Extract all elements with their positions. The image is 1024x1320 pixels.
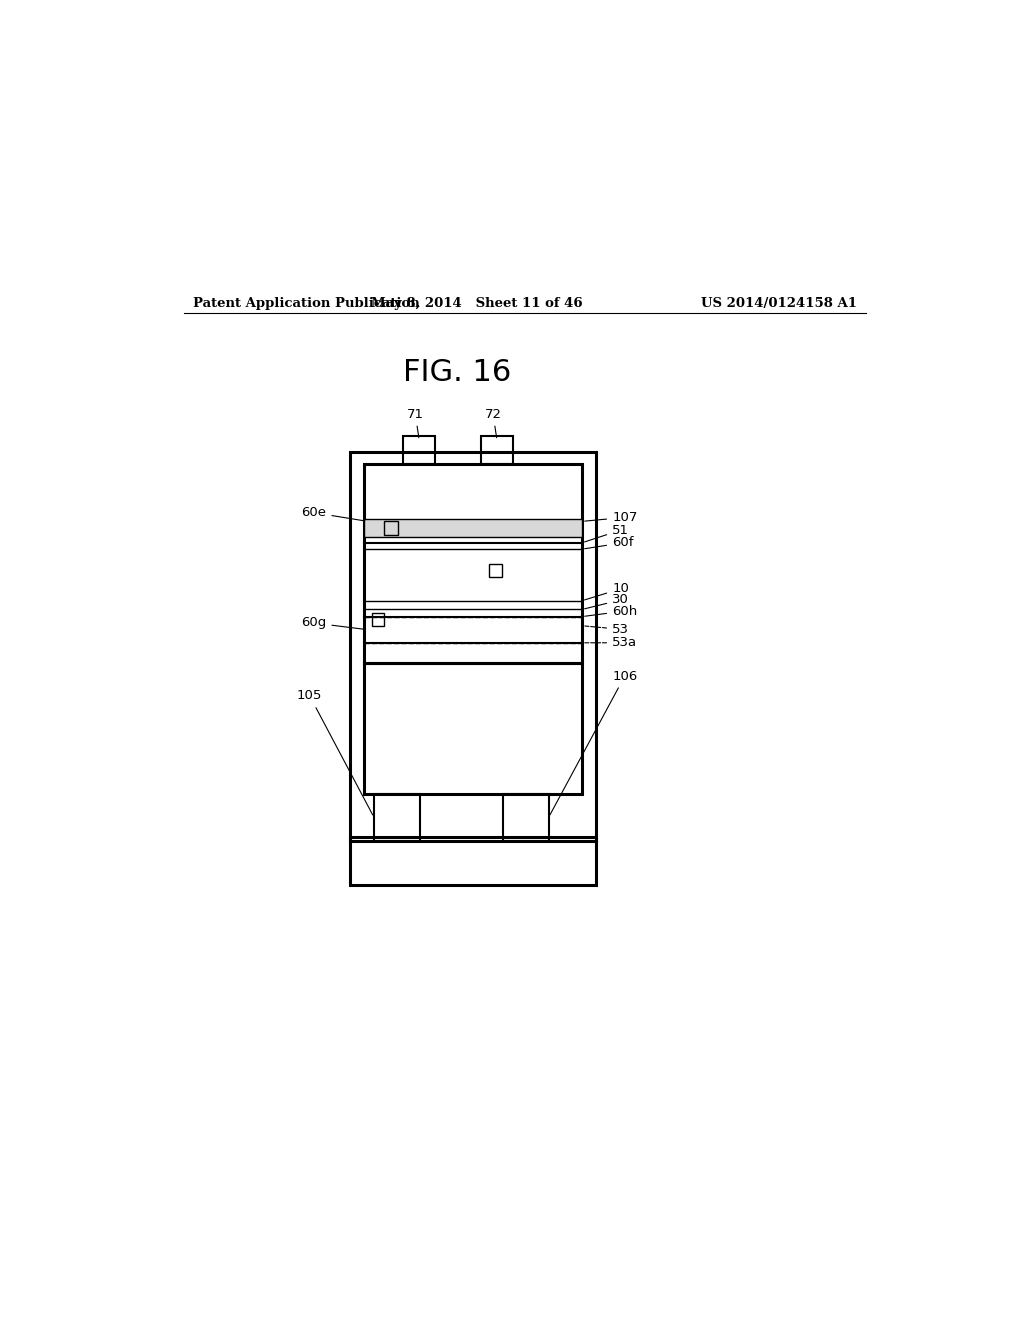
Text: 60e: 60e: [301, 506, 365, 521]
Text: 71: 71: [407, 408, 424, 438]
Text: 107: 107: [585, 511, 638, 524]
Text: 106: 106: [550, 669, 637, 814]
Text: 53a: 53a: [585, 636, 637, 649]
Text: 60f: 60f: [585, 536, 634, 549]
Bar: [374, 793, 420, 841]
Text: FIG. 16: FIG. 16: [403, 359, 511, 388]
Bar: [503, 793, 549, 841]
Text: 30: 30: [585, 594, 629, 609]
Text: US 2014/0124158 A1: US 2014/0124158 A1: [700, 297, 856, 310]
Bar: [350, 837, 596, 884]
Text: 60h: 60h: [585, 605, 637, 618]
Bar: [350, 453, 596, 841]
Text: 72: 72: [484, 408, 502, 438]
Bar: [481, 437, 513, 465]
Bar: [403, 437, 435, 465]
Bar: [364, 465, 582, 663]
Text: Patent Application Publication: Patent Application Publication: [194, 297, 420, 310]
Text: 51: 51: [585, 524, 629, 543]
Bar: [489, 564, 502, 577]
Text: 60g: 60g: [301, 616, 365, 630]
Text: 53: 53: [585, 623, 629, 636]
Bar: [364, 663, 582, 793]
Bar: [384, 520, 398, 535]
Text: 10: 10: [585, 582, 629, 599]
Text: May 8, 2014   Sheet 11 of 46: May 8, 2014 Sheet 11 of 46: [372, 297, 583, 310]
Text: 105: 105: [297, 689, 373, 814]
Bar: [364, 519, 582, 537]
Bar: [372, 614, 384, 626]
Bar: [364, 616, 582, 643]
